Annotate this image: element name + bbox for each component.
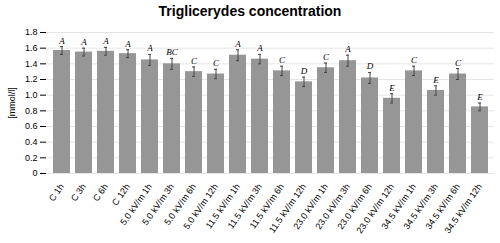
svg-text:11.5 kV/m 12h: 11.5 kV/m 12h xyxy=(266,181,308,235)
svg-text:5.0 kV/m 3h: 5.0 kV/m 3h xyxy=(140,181,176,227)
svg-text:5.0 kV/m 12h: 5.0 kV/m 12h xyxy=(181,181,220,231)
svg-text:11.5 kV/m 3h: 11.5 kV/m 3h xyxy=(225,181,264,231)
svg-text:C: C xyxy=(455,58,462,68)
svg-text:C 6h: C 6h xyxy=(91,182,110,203)
svg-text:11.5 kV/m 1h: 11.5 kV/m 1h xyxy=(203,181,242,231)
svg-text:BC: BC xyxy=(166,47,178,57)
svg-text:A: A xyxy=(146,43,153,53)
svg-text:0.2: 0.2 xyxy=(25,153,38,163)
svg-text:C 1h: C 1h xyxy=(47,182,66,203)
svg-text:C 12h: C 12h xyxy=(110,182,132,207)
svg-text:E: E xyxy=(388,83,395,93)
svg-text:A: A xyxy=(58,36,65,46)
svg-text:A: A xyxy=(256,43,263,53)
svg-text:C: C xyxy=(213,58,220,68)
svg-text:[mmol/l]: [mmol/l] xyxy=(7,87,17,119)
svg-text:34.5 kV/m 1h: 34.5 kV/m 1h xyxy=(379,181,418,231)
svg-text:C: C xyxy=(323,52,330,62)
svg-text:1.6: 1.6 xyxy=(25,43,38,53)
svg-text:1.2: 1.2 xyxy=(25,74,38,84)
svg-text:34.5 kV/m 3h: 34.5 kV/m 3h xyxy=(401,181,440,231)
svg-text:A: A xyxy=(80,37,87,47)
svg-text:34.5 kV/m 12h: 34.5 kV/m 12h xyxy=(443,182,484,235)
svg-text:C 3h: C 3h xyxy=(69,182,88,203)
svg-text:23.0 kV/m 6h: 23.0 kV/m 6h xyxy=(335,181,374,231)
svg-text:5.0 kV/m 6h: 5.0 kV/m 6h xyxy=(162,181,198,227)
svg-text:C: C xyxy=(191,56,198,66)
svg-text:0.8: 0.8 xyxy=(25,106,38,116)
svg-text:5.0 kV/m 1h: 5.0 kV/m 1h xyxy=(118,181,154,227)
svg-text:C: C xyxy=(411,55,418,65)
svg-text:0: 0 xyxy=(32,168,37,178)
svg-text:0.6: 0.6 xyxy=(25,121,38,131)
svg-text:D: D xyxy=(300,66,308,76)
svg-text:1.0: 1.0 xyxy=(25,90,38,100)
svg-text:E: E xyxy=(432,75,439,85)
html-text:Triglicerydes concentration: Triglicerydes concentration xyxy=(158,3,342,19)
svg-text:0.4: 0.4 xyxy=(25,137,38,147)
svg-text:1.8: 1.8 xyxy=(25,27,38,37)
svg-text:D: D xyxy=(366,61,374,71)
svg-text:23.0 kV/m 1h: 23.0 kV/m 1h xyxy=(291,181,330,231)
svg-text:1.4: 1.4 xyxy=(25,59,38,69)
svg-text:11.5 kV/m 6h: 11.5 kV/m 6h xyxy=(247,181,286,231)
svg-text:A: A xyxy=(344,44,351,54)
svg-text:A: A xyxy=(234,39,241,49)
svg-text:34.5 kV/m 6h: 34.5 kV/m 6h xyxy=(423,181,462,231)
svg-text:23.0 kV/m 12h: 23.0 kV/m 12h xyxy=(354,181,396,236)
svg-text:A: A xyxy=(124,39,131,49)
svg-text:E: E xyxy=(476,92,483,102)
svg-text:A: A xyxy=(102,36,109,46)
svg-text:23.0 kV/m 3h: 23.0 kV/m 3h xyxy=(313,181,352,231)
svg-text:C: C xyxy=(279,55,286,65)
